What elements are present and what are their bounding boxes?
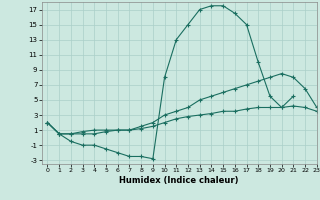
X-axis label: Humidex (Indice chaleur): Humidex (Indice chaleur) bbox=[119, 176, 239, 185]
